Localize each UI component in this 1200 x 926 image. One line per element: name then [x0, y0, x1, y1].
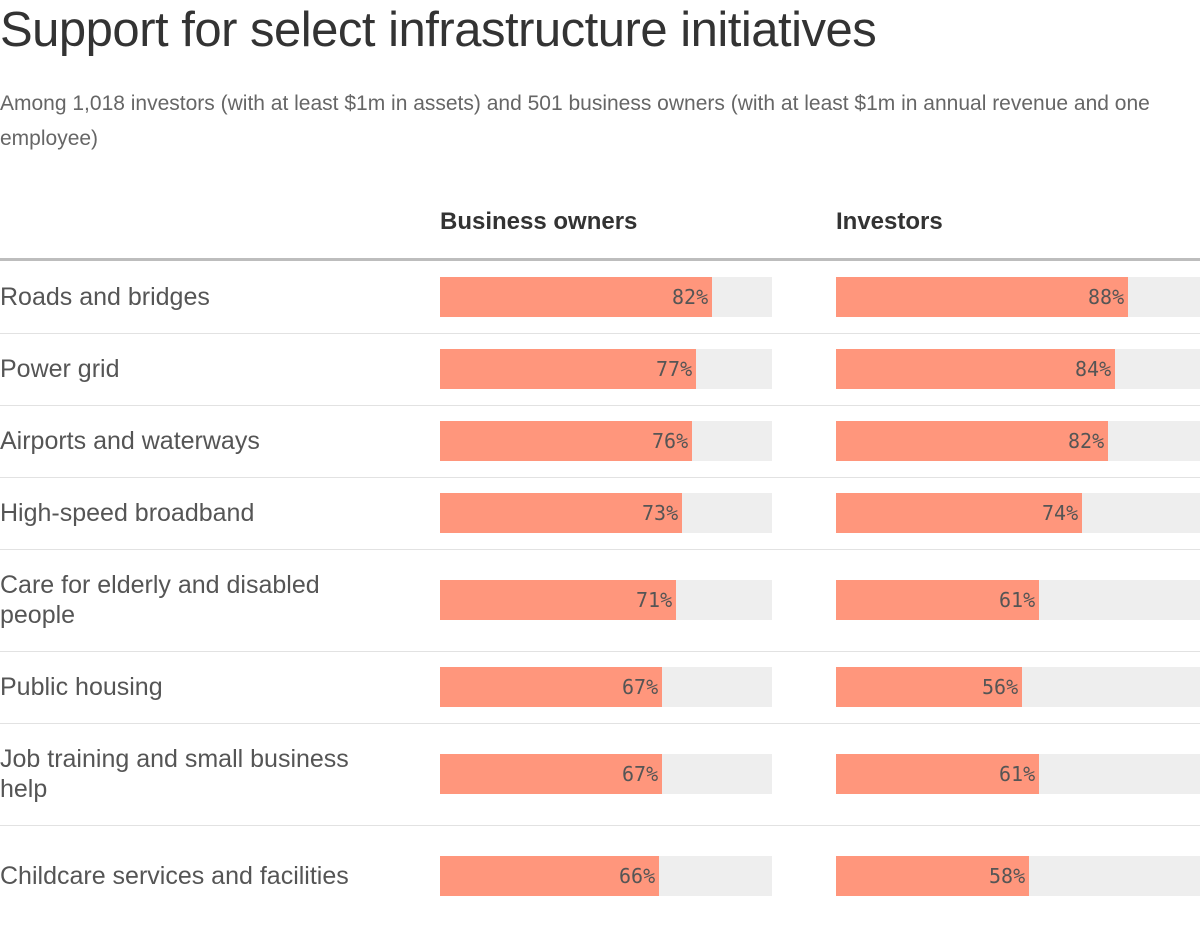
data-label: 61% — [999, 588, 1036, 612]
bar-track: 74% — [836, 493, 1200, 533]
data-label: 88% — [1088, 285, 1125, 309]
data-label: 71% — [636, 588, 673, 612]
bar-investors — [836, 855, 1029, 896]
category-label: Airports and waterways — [0, 427, 260, 455]
table-row: Childcare services and facilities 66% 58% — [0, 825, 1200, 926]
bar-investors — [836, 667, 1022, 707]
bar-track: 61% — [836, 580, 1200, 620]
category-label: Roads and bridges — [0, 283, 210, 311]
data-label: 61% — [999, 762, 1036, 786]
column-header-business-owners: Business owners — [440, 208, 638, 235]
category-label: Power grid — [0, 355, 120, 383]
data-label: 67% — [622, 675, 659, 699]
bar-track: 58% — [836, 855, 1200, 896]
bar-investors — [836, 754, 1039, 794]
bar-business-owners — [440, 349, 696, 389]
bar-business-owners — [440, 580, 676, 620]
chart-subtitle: Among 1,018 investors (with at least $1m… — [0, 92, 1150, 150]
bar-investors — [836, 580, 1039, 620]
data-label: 67% — [622, 762, 659, 786]
bar-business-owners — [440, 421, 692, 461]
bar-track: 82% — [440, 277, 772, 317]
data-label: 73% — [642, 501, 679, 525]
bar-business-owners — [440, 855, 659, 896]
data-label: 77% — [656, 357, 693, 381]
data-label: 74% — [1042, 501, 1079, 525]
chart-title: Support for select infrastructure initia… — [0, 3, 877, 57]
bar-track: 66% — [440, 855, 772, 896]
bar-investors — [836, 493, 1082, 533]
bar-track: 67% — [440, 667, 772, 707]
category-label: Public housing — [0, 673, 163, 701]
data-label: 84% — [1075, 357, 1112, 381]
data-label: 56% — [982, 675, 1019, 699]
bar-track: 67% — [440, 754, 772, 794]
data-label: 82% — [672, 285, 709, 309]
table-row: High-speed broadband 73% 74% — [0, 477, 1200, 550]
bar-track: 77% — [440, 349, 772, 389]
bar-track: 76% — [440, 421, 772, 461]
bar-business-owners — [440, 277, 712, 317]
bar-investors — [836, 421, 1108, 461]
table-row: Power grid 77% 84% — [0, 333, 1200, 406]
bar-track: 61% — [836, 754, 1200, 794]
table-row: Roads and bridges 82% 88% — [0, 261, 1200, 334]
table-row: Airports and waterways 76% 82% — [0, 405, 1200, 478]
bar-track: 82% — [836, 421, 1200, 461]
table-row: Public housing 67% 56% — [0, 651, 1200, 724]
bar-investors — [836, 277, 1128, 317]
category-label: Childcare services and facilities — [0, 861, 349, 890]
bar-business-owners — [440, 667, 662, 707]
bar-track: 84% — [836, 349, 1200, 389]
bar-track: 88% — [836, 277, 1200, 317]
bar-investors — [836, 349, 1115, 389]
category-label: Care for elderly and disabled people — [0, 571, 320, 629]
category-label: Job training and small business help — [0, 745, 349, 803]
category-label: High-speed broadband — [0, 499, 255, 527]
data-label: 58% — [989, 863, 1026, 888]
data-label: 76% — [652, 429, 689, 453]
table-row: Job training and small business help 67% 6… — [0, 723, 1200, 826]
column-header-investors: Investors — [836, 208, 943, 235]
header-divider — [0, 258, 1200, 261]
bar-business-owners — [440, 493, 682, 533]
bar-track: 56% — [836, 667, 1200, 707]
bar-business-owners — [440, 754, 662, 794]
data-label: 82% — [1068, 429, 1105, 453]
data-label: 66% — [619, 863, 656, 888]
table-row: Care for elderly and disabled people 71% 6… — [0, 549, 1200, 652]
bar-track: 71% — [440, 580, 772, 620]
bar-track: 73% — [440, 493, 772, 533]
